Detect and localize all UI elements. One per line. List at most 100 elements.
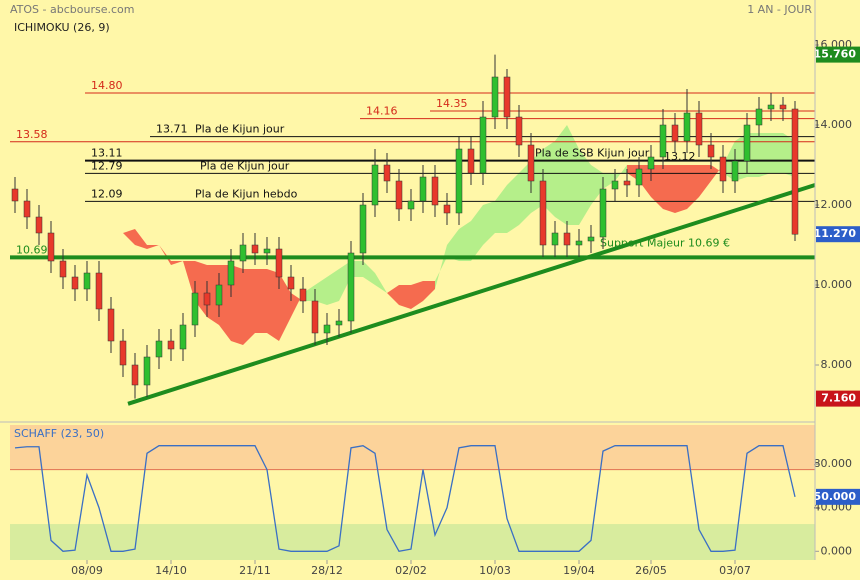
indicator-title: ICHIMOKU (26, 9) <box>14 21 110 34</box>
cloud-segment <box>267 269 279 341</box>
y-tick-label: 14.000 <box>814 118 853 131</box>
price-box-label: 11.270 <box>814 227 857 240</box>
candle-body <box>575 240 583 246</box>
level-label: 14.80 <box>91 79 123 92</box>
candle-body <box>383 164 391 182</box>
candle-body <box>791 108 799 235</box>
price-box <box>816 390 860 407</box>
overbought-zone <box>10 425 815 470</box>
cloud-segment <box>603 173 615 189</box>
cloud-segment <box>255 269 267 333</box>
cloud-segment <box>507 173 519 233</box>
level-label: 13.11 <box>91 147 123 160</box>
cloud-segment <box>687 165 699 209</box>
candle-body <box>767 104 775 110</box>
x-tick-label: 02/02 <box>395 564 427 577</box>
candle-body <box>395 180 403 210</box>
candle-body <box>287 276 295 290</box>
x-tick-label: 28/12 <box>311 564 343 577</box>
candle-body <box>479 116 487 174</box>
candle-body <box>215 284 223 306</box>
cloud-segment <box>147 245 159 249</box>
candle-body <box>611 180 619 190</box>
candle-body <box>107 308 115 342</box>
candle-body <box>623 180 631 186</box>
candle-body <box>239 244 247 262</box>
cloud-segment <box>447 229 459 261</box>
value-box-label: 50.000 <box>814 490 857 503</box>
cloud-segment <box>159 245 171 265</box>
cloud-segment <box>675 165 687 213</box>
price-box <box>816 226 860 243</box>
candle-body <box>83 272 91 290</box>
candle-body <box>755 108 763 126</box>
candle-body <box>35 216 43 234</box>
candle-body <box>551 232 559 246</box>
candle-body <box>743 124 751 162</box>
y-tick-label: 12.000 <box>814 198 853 211</box>
level-note: Pla de Kijun jour <box>200 159 290 172</box>
y-tick-label: 8.000 <box>821 358 853 371</box>
candle-body <box>191 292 199 326</box>
cloud-segment <box>483 201 495 245</box>
level-label: 14.35 <box>436 97 468 110</box>
candle-body <box>695 112 703 146</box>
candle-body <box>527 144 535 182</box>
cloud-segment <box>207 265 219 325</box>
level-note: Pla de SSB Kijun jour <box>535 147 650 160</box>
x-tick-label: 08/09 <box>71 564 103 577</box>
chart-title: ATOS - abcbourse.com <box>10 3 134 16</box>
cloud-segment <box>123 229 135 245</box>
level-marker: 13.12 <box>664 150 696 163</box>
period: 1 AN - JOUR <box>747 3 812 16</box>
cloud-segment <box>663 165 675 213</box>
candle-body <box>635 168 643 186</box>
candle-body <box>23 200 31 218</box>
cloud-segment <box>771 133 783 173</box>
cloud-segment <box>387 285 399 305</box>
candle-body <box>407 200 415 210</box>
y-tick-label: 80.000 <box>814 457 853 470</box>
candle-body <box>311 300 319 334</box>
candle-body <box>491 76 499 118</box>
price-box-label: 7.160 <box>821 392 856 405</box>
cloud-segment <box>243 269 255 345</box>
schaff-panel <box>10 425 815 560</box>
cloud-segment <box>459 221 471 261</box>
level-label: 10.69 <box>16 243 48 256</box>
level-label: 12.09 <box>91 187 123 200</box>
cloud-segment <box>759 133 771 177</box>
cloud-segment <box>411 281 423 309</box>
candle-body <box>11 188 19 202</box>
cloud-segment <box>495 185 507 233</box>
cloud-segment <box>651 165 663 209</box>
candle-body <box>263 248 271 254</box>
cloud-segment <box>171 261 183 265</box>
candle-body <box>179 324 187 350</box>
candle-body <box>671 124 679 142</box>
cloud-segment <box>591 165 603 205</box>
level-label: 13.71 <box>156 123 188 136</box>
level-label: 14.16 <box>366 105 398 118</box>
candle-body <box>347 252 355 322</box>
y-tick-label: 10.000 <box>814 278 853 291</box>
y-tick-label: 0.000 <box>821 544 853 557</box>
candle-body <box>431 176 439 206</box>
x-tick-label: 19/04 <box>563 564 595 577</box>
candle-body <box>47 232 55 262</box>
candle-body <box>227 260 235 286</box>
candle-body <box>467 148 475 174</box>
x-tick-label: 10/03 <box>479 564 511 577</box>
cloud-segment <box>579 149 591 225</box>
candle-body <box>119 340 127 366</box>
x-tick-label: 03/07 <box>719 564 751 577</box>
candle-body <box>719 156 727 182</box>
candle-body <box>707 144 715 158</box>
candle-body <box>443 204 451 214</box>
cloud-segment <box>315 277 327 305</box>
x-tick-label: 21/11 <box>239 564 271 577</box>
plot: 8.00010.00012.00014.00016.00014.8014.351… <box>10 38 860 577</box>
cloud-segment <box>363 261 375 285</box>
candle-body <box>167 340 175 350</box>
